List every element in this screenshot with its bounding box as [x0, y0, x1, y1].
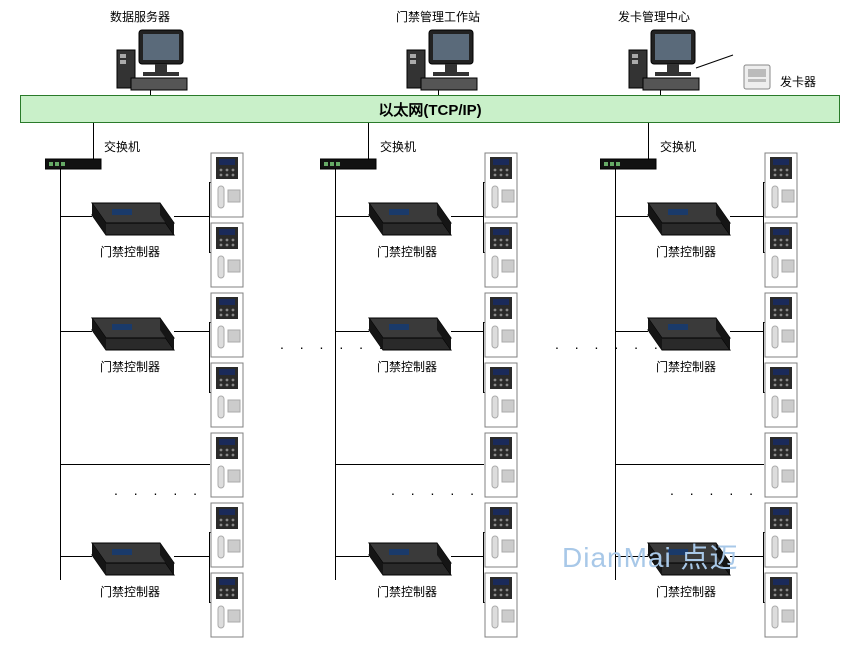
- vertical-ellipsis: . . . . .: [114, 482, 203, 498]
- reader-icon: [210, 362, 244, 428]
- reader-icon: [484, 222, 518, 288]
- reader-icon: [210, 292, 244, 358]
- controller-icon: [363, 310, 455, 356]
- controller-label: 门禁控制器: [377, 358, 437, 375]
- switch-label: 交换机: [660, 138, 696, 155]
- reader-icon: [764, 502, 798, 568]
- controller-icon: [642, 195, 734, 241]
- reader-icon: [210, 572, 244, 638]
- reader-icon: [210, 222, 244, 288]
- switch-label: 交换机: [104, 138, 140, 155]
- ethernet-label: 以太网(TCP/IP): [378, 99, 481, 120]
- reader-icon: [484, 432, 518, 498]
- controller-label: 门禁控制器: [656, 358, 716, 375]
- reader-icon: [764, 572, 798, 638]
- ethernet-bar: 以太网(TCP/IP): [20, 95, 840, 123]
- controller-label: 门禁控制器: [100, 243, 160, 260]
- controller-label: 门禁控制器: [377, 583, 437, 600]
- switch-icon: [320, 155, 378, 173]
- controller-label: 门禁控制器: [377, 243, 437, 260]
- controller-icon: [363, 195, 455, 241]
- switch-label: 交换机: [380, 138, 416, 155]
- reader-icon: [764, 292, 798, 358]
- reader-icon: [484, 572, 518, 638]
- controller-icon: [86, 535, 178, 581]
- reader-icon: [484, 362, 518, 428]
- controller-icon: [642, 310, 734, 356]
- watermark: DianMai 点迈: [562, 536, 738, 576]
- switch-icon: [600, 155, 658, 173]
- controller-icon: [86, 195, 178, 241]
- controller-label: 门禁控制器: [100, 358, 160, 375]
- controller-label: 门禁控制器: [656, 583, 716, 600]
- controller-label: 门禁控制器: [656, 243, 716, 260]
- reader-icon: [210, 432, 244, 498]
- reader-icon: [764, 362, 798, 428]
- switch-icon: [45, 155, 103, 173]
- controller-icon: [363, 535, 455, 581]
- reader-icon: [484, 152, 518, 218]
- controller-label: 门禁控制器: [100, 583, 160, 600]
- controller-icon: [86, 310, 178, 356]
- reader-icon: [210, 152, 244, 218]
- reader-icon: [210, 502, 244, 568]
- reader-icon: [764, 152, 798, 218]
- reader-icon: [764, 432, 798, 498]
- reader-icon: [764, 222, 798, 288]
- vertical-ellipsis: . . . . .: [391, 482, 480, 498]
- reader-icon: [484, 502, 518, 568]
- reader-icon: [484, 292, 518, 358]
- issuer-connector: [0, 0, 849, 100]
- vertical-ellipsis: . . . . .: [670, 482, 759, 498]
